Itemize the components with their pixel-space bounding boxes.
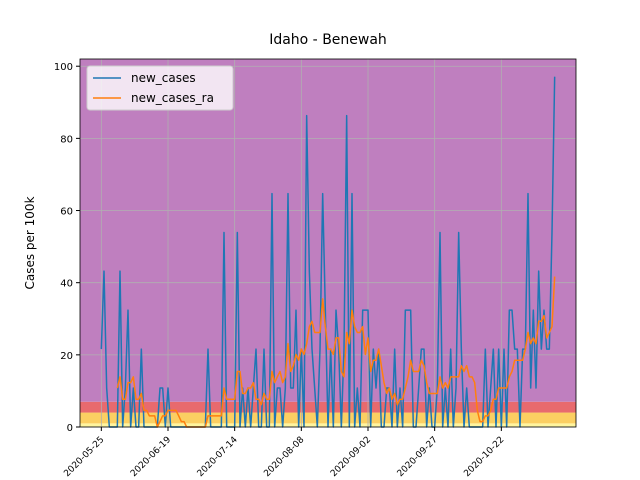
legend-box bbox=[86, 65, 234, 111]
x-tick-label: 2020-07-14 bbox=[196, 435, 240, 479]
x-tick-label: 2020-09-02 bbox=[329, 435, 373, 479]
legend-label: new_cases bbox=[131, 71, 196, 85]
chart-title: Idaho - Benewah bbox=[269, 32, 387, 48]
y-tick-label: 20 bbox=[60, 351, 73, 362]
x-tick-label: 2020-09-27 bbox=[396, 435, 440, 479]
plot-area bbox=[80, 59, 576, 428]
y-tick-label: 80 bbox=[60, 134, 73, 145]
y-tick-label: 60 bbox=[60, 207, 73, 218]
x-tick-label: 2020-08-08 bbox=[262, 435, 306, 479]
y-axis-label: Cases per 100k bbox=[23, 196, 37, 289]
x-tick-label: 2020-06-19 bbox=[129, 435, 173, 479]
y-tick-label: 40 bbox=[60, 279, 73, 290]
x-tick-label: 2020-05-25 bbox=[62, 435, 106, 479]
y-tick-label: 100 bbox=[54, 62, 73, 73]
y-tick-label: 0 bbox=[67, 423, 73, 434]
x-tick-label: 2020-10-22 bbox=[462, 435, 506, 479]
plot-frame bbox=[79, 58, 577, 428]
legend-label: new_cases_ra bbox=[131, 91, 214, 105]
